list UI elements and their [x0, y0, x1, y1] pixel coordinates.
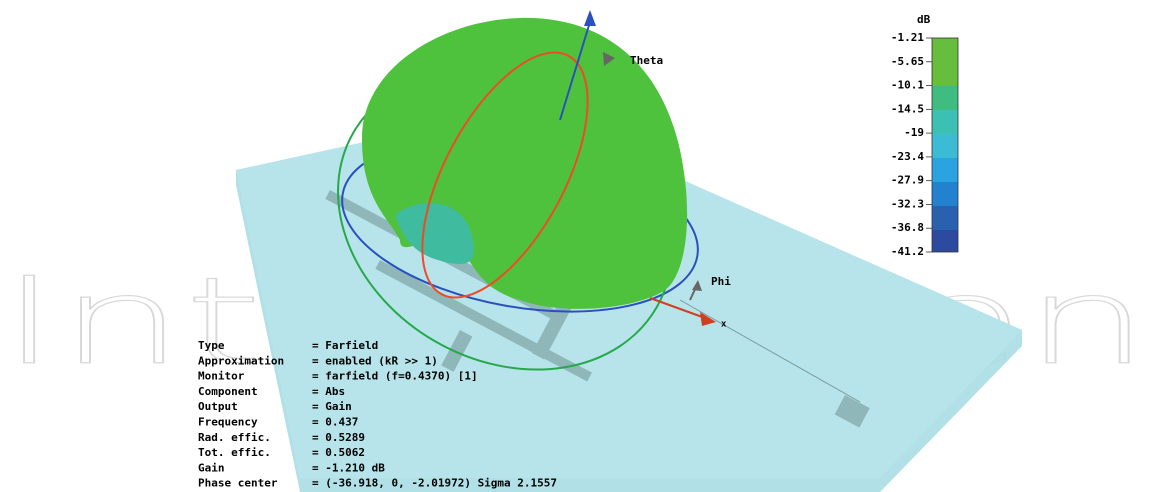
- colorbar-label: -19: [904, 126, 924, 139]
- x-label: x: [721, 320, 727, 330]
- info-key: Approximation: [198, 354, 284, 367]
- z-axis: [559, 21, 591, 121]
- info-key: Rad. effic.: [198, 431, 271, 444]
- phi-arrow: [692, 280, 702, 291]
- theta-ring: [421, 51, 589, 299]
- info-value: = enabled (kR >> 1): [312, 354, 438, 367]
- pattern-null: [395, 203, 474, 265]
- info-value: = Gain: [312, 400, 352, 413]
- info-key: Gain: [198, 461, 225, 474]
- colorbar-unit: dB: [917, 13, 931, 26]
- z-arrow: [584, 10, 596, 26]
- info-key: Component: [198, 385, 258, 398]
- colorbar-label: -36.8: [891, 221, 924, 234]
- colorbar-label: -10.1: [891, 79, 924, 92]
- info-value: = -1.210 dB: [312, 461, 385, 474]
- colorbar-label: -27.9: [891, 174, 924, 187]
- info-key: Tot. effic.: [198, 446, 271, 459]
- info-value: = Farfield: [312, 339, 378, 352]
- theta-label: Theta: [630, 54, 663, 67]
- info-value: = Abs: [312, 385, 345, 398]
- info-value: = 0.5062: [312, 446, 365, 459]
- info-key: Phase center: [198, 477, 278, 490]
- info-key: Output: [198, 400, 238, 413]
- colorbar-label: -1.21: [891, 31, 924, 44]
- x-arrow: [700, 312, 716, 326]
- info-key: Frequency: [198, 416, 258, 429]
- info-key: Monitor: [198, 370, 245, 383]
- info-value: = 0.437: [312, 416, 358, 429]
- colorbar-label: -14.5: [891, 102, 924, 115]
- colorbar-label: -5.65: [891, 55, 924, 68]
- info-value: = (-36.918, 0, -2.01972) Sigma 2.1557: [312, 477, 557, 490]
- feed-line: [679, 299, 861, 403]
- colorbar: [931, 37, 959, 253]
- colorbar-label: -23.4: [891, 150, 924, 163]
- info-value: = farfield (f=0.4370) [1]: [312, 370, 478, 383]
- phi-label: Phi: [711, 275, 731, 288]
- colorbar-label: -32.3: [891, 197, 924, 210]
- theta-arrow: [603, 52, 615, 66]
- x-axis: [649, 297, 706, 319]
- info-value: = 0.5289: [312, 431, 365, 444]
- info-key: Type: [198, 339, 225, 352]
- colorbar-label: -41.2: [891, 245, 924, 258]
